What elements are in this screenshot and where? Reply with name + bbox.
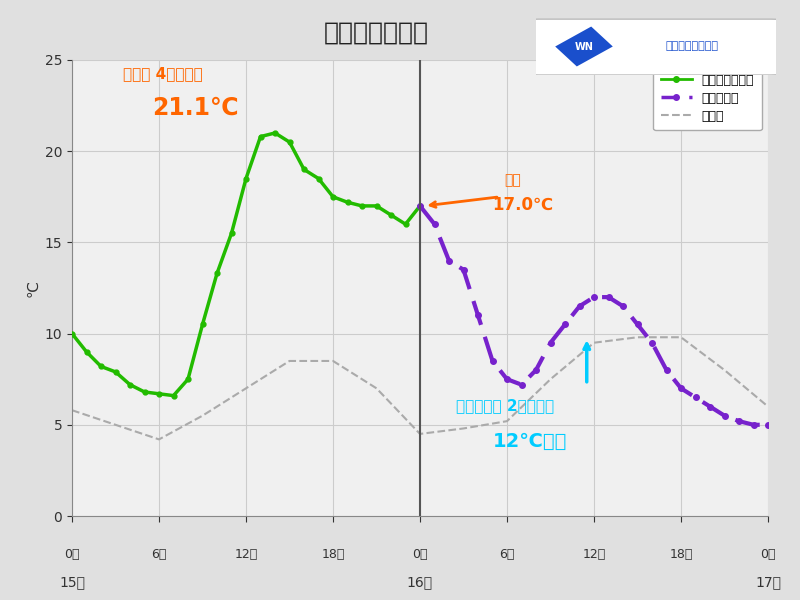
Text: 今日の日中 2月下旬並: 今日の日中 2月下旬並 bbox=[456, 398, 554, 413]
Text: 16日: 16日 bbox=[407, 575, 433, 589]
Text: 17日: 17日 bbox=[755, 575, 781, 589]
Text: 12時: 12時 bbox=[582, 548, 606, 561]
Text: WN: WN bbox=[574, 41, 594, 52]
Text: 0時: 0時 bbox=[412, 548, 428, 561]
Text: 15日: 15日 bbox=[59, 575, 85, 589]
Text: 12時: 12時 bbox=[234, 548, 258, 561]
Text: 21.1℃: 21.1℃ bbox=[152, 96, 238, 120]
FancyBboxPatch shape bbox=[526, 19, 783, 75]
Legend: これまでの経過, 今後の予報, 平年値: これまでの経過, 今後の予報, 平年値 bbox=[653, 66, 762, 130]
Text: 0時: 0時 bbox=[64, 548, 80, 561]
Text: ウェザーニュース: ウェザーニュース bbox=[666, 41, 718, 52]
Text: 12℃予想: 12℃予想 bbox=[493, 431, 567, 451]
Text: 18時: 18時 bbox=[322, 548, 345, 561]
Text: 6時: 6時 bbox=[151, 548, 166, 561]
Text: 東京の気温変化: 東京の気温変化 bbox=[323, 21, 429, 45]
Text: 0時: 0時 bbox=[760, 548, 776, 561]
Polygon shape bbox=[555, 26, 613, 67]
Text: 6時: 6時 bbox=[499, 548, 514, 561]
Text: きのう 4月下旬並: きのう 4月下旬並 bbox=[122, 66, 202, 81]
Text: 17.0℃: 17.0℃ bbox=[493, 196, 554, 214]
Text: 最高: 最高 bbox=[504, 173, 521, 187]
Text: 18時: 18時 bbox=[670, 548, 693, 561]
Y-axis label: ℃: ℃ bbox=[26, 280, 41, 296]
